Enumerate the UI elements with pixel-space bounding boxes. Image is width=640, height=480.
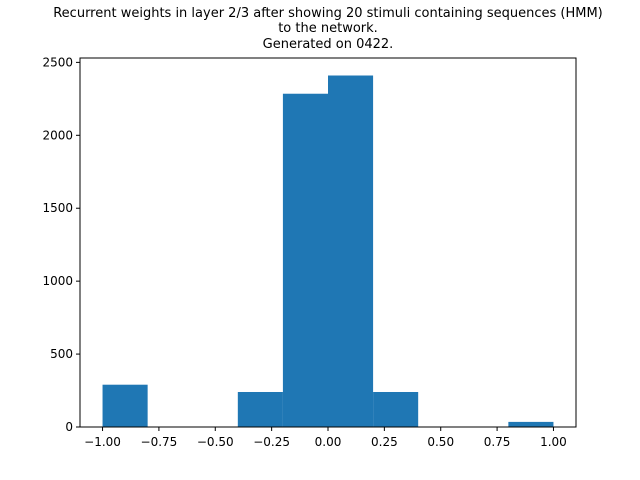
histogram-bar [508, 421, 554, 427]
histogram-bar [328, 75, 374, 427]
x-tick-label: 0.75 [484, 435, 511, 449]
histogram-bar [102, 384, 148, 427]
x-tick-label: 0.25 [371, 435, 398, 449]
y-tick-label: 500 [50, 347, 73, 361]
axes-group: −1.00 −0.75 −0.50 −0.25 0.00 0.25 0.50 0.75 1.00… [42, 55, 566, 449]
x-tick-label: 0.50 [427, 435, 454, 449]
chart-title-line-3: Generated on 0422. [263, 37, 394, 52]
x-tick-label: −1.00 [84, 435, 121, 449]
histogram-bar [237, 391, 283, 427]
y-tick-label: 1500 [42, 201, 73, 215]
y-tick-label: 2500 [42, 55, 73, 69]
histogram-bar [373, 391, 419, 427]
plot-frame [79, 57, 577, 428]
x-tick-label: −0.25 [253, 435, 290, 449]
chart-title-line-1: Recurrent weights in layer 2/3 after sho… [53, 6, 603, 21]
bars-group [102, 75, 554, 427]
y-tick-label: 2000 [42, 128, 73, 142]
histogram-bar [282, 93, 328, 427]
y-tick-label: 0 [65, 420, 73, 434]
chart-title-line-2: to the network. [278, 21, 378, 36]
x-tick-label: −0.50 [197, 435, 234, 449]
x-tick-label: −0.75 [141, 435, 178, 449]
x-tick-label: 1.00 [540, 435, 567, 449]
x-tick-label: 0.00 [315, 435, 342, 449]
y-tick-label: 1000 [42, 274, 73, 288]
